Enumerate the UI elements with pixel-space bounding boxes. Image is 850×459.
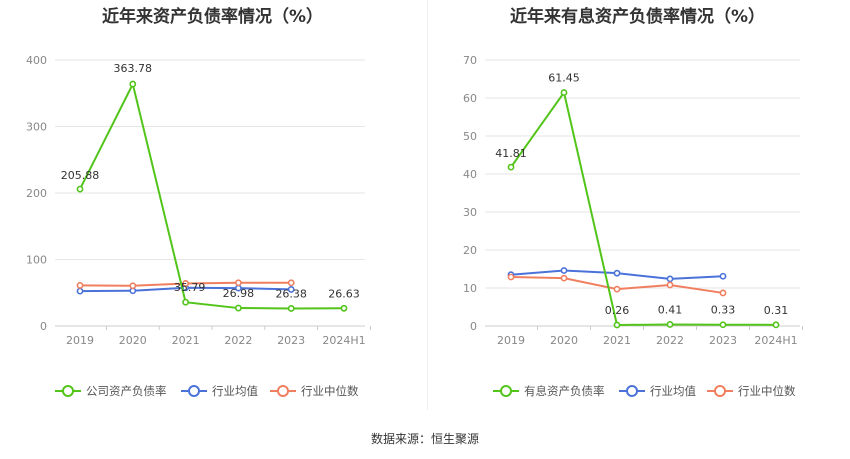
data-point — [719, 272, 727, 280]
x-tick-label: 2022 — [224, 334, 252, 347]
y-tick-label: 50 — [463, 130, 477, 143]
legend-marker — [188, 385, 200, 397]
data-point — [340, 304, 348, 312]
data-point — [129, 80, 137, 88]
y-tick-label: 0 — [470, 320, 477, 333]
chart-title-left: 近年来资产负债率情况（%） — [101, 7, 324, 27]
x-tick-label: 2022 — [656, 334, 684, 347]
legend-label: 行业均值 — [650, 384, 696, 398]
data-point — [613, 285, 621, 293]
legend-marker — [277, 385, 289, 397]
series-line-1 — [79, 81, 345, 310]
data-label: 26.38 — [275, 287, 307, 300]
legend-marker — [626, 385, 638, 397]
legend-label: 行业中位数 — [738, 384, 796, 398]
x-tick-label: 2024H1 — [322, 334, 365, 347]
data-point — [287, 279, 295, 287]
legend-marker — [500, 385, 512, 397]
data-point — [560, 89, 568, 96]
data-label: 0.41 — [658, 303, 683, 316]
chart-panel-1: 0 100 200 300 400 2019 2020 2021 2022 2023 2024H1 2… — [26, 54, 371, 398]
chart-title-right: 近年来有息资产负债率情况（%） — [509, 7, 766, 27]
y-tick-label: 60 — [463, 92, 477, 105]
y-tick-label: 10 — [463, 282, 477, 295]
data-label: 205.88 — [61, 169, 100, 182]
y-tick-label: 300 — [26, 121, 47, 134]
data-point — [287, 305, 295, 312]
data-label: 26.98 — [223, 287, 255, 300]
data-point — [76, 185, 84, 193]
y-tick-label: 400 — [26, 54, 47, 67]
legend-marker — [62, 385, 74, 397]
data-label: 61.45 — [548, 71, 580, 84]
data-point — [613, 269, 621, 277]
y-tick-label: 30 — [463, 206, 477, 219]
data-point — [666, 321, 674, 328]
data-point — [666, 275, 674, 283]
data-label: 41.81 — [495, 147, 527, 160]
data-point — [666, 281, 674, 289]
data-label: 35.79 — [174, 281, 206, 294]
data-point — [560, 267, 568, 274]
x-tick-label: 2021 — [603, 334, 631, 347]
y-tick-label: 100 — [26, 254, 47, 267]
data-point — [507, 273, 515, 281]
data-label: 26.63 — [328, 287, 360, 300]
data-point — [182, 298, 189, 306]
data-label: 0.33 — [711, 304, 736, 317]
data-point — [234, 279, 242, 287]
data-point — [129, 282, 137, 290]
y-tick-label: 200 — [26, 187, 47, 200]
data-point — [507, 163, 515, 171]
legend-marker — [714, 385, 726, 397]
data-source: 数据来源：恒生聚源 — [370, 432, 479, 446]
series-line-1 — [510, 90, 777, 327]
legend-label: 行业中位数 — [301, 384, 359, 398]
y-tick-label: 40 — [463, 168, 477, 181]
data-point — [772, 321, 780, 329]
data-label: 363.78 — [114, 62, 153, 75]
x-tick-label: 2023 — [277, 334, 305, 347]
data-point — [76, 287, 84, 295]
x-tick-label: 2020 — [119, 334, 147, 347]
data-point — [560, 274, 568, 282]
legend-label: 有息资产负债率 — [524, 384, 605, 398]
data-point — [76, 282, 84, 289]
x-tick-label: 2024H1 — [754, 334, 797, 347]
chart-panel-2: 0 10 20 30 40 50 60 70 2019 2020 2021 2022 2023 2024H… — [463, 54, 803, 398]
x-tick-label: 2019 — [497, 334, 525, 347]
panel-divider — [427, 0, 428, 410]
data-point — [719, 289, 727, 297]
data-point — [234, 304, 242, 312]
legend-label: 公司资产负债率 — [86, 384, 167, 398]
data-point — [719, 321, 727, 329]
y-tick-label: 0 — [40, 320, 47, 333]
x-tick-label: 2019 — [66, 334, 94, 347]
data-label: 0.31 — [764, 304, 789, 317]
data-point — [613, 321, 621, 329]
data-label: 0.26 — [605, 304, 630, 317]
y-tick-label: 20 — [463, 244, 477, 257]
data-point — [287, 286, 295, 293]
data-point — [182, 280, 189, 287]
x-tick-label: 2023 — [709, 334, 737, 347]
x-tick-label: 2021 — [172, 334, 200, 347]
y-tick-label: 70 — [463, 54, 477, 67]
x-tick-label: 2020 — [550, 334, 578, 347]
legend-label: 行业均值 — [212, 384, 258, 398]
